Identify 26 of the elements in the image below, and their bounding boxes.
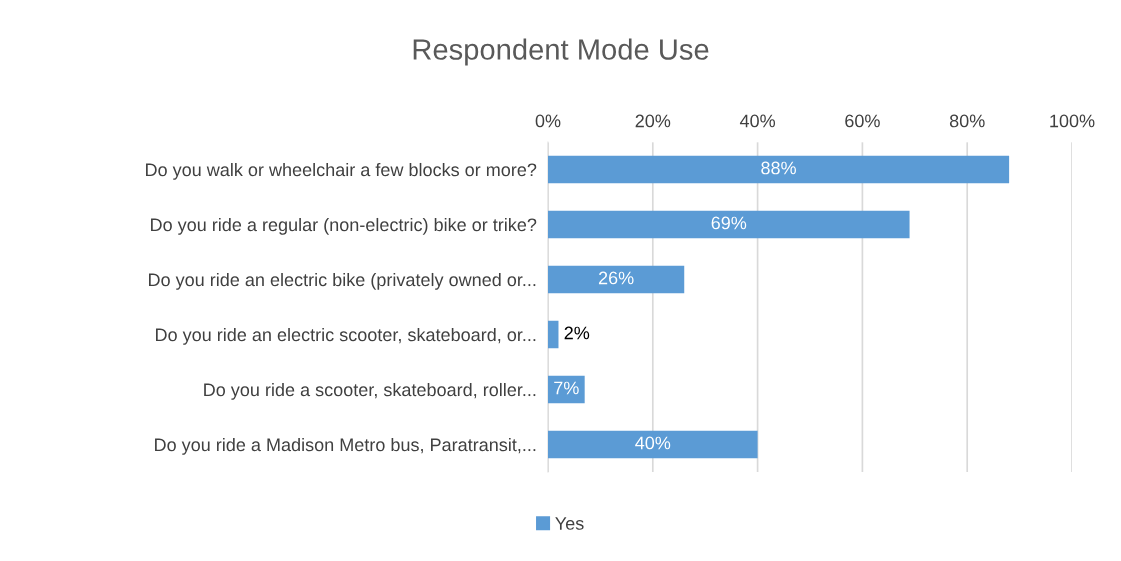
y-tick-label: Do you ride a Madison Metro bus, Paratransit,... xyxy=(155,437,536,455)
x-tick-label: 80% xyxy=(949,114,985,128)
data-label: 2% xyxy=(564,326,590,340)
bar xyxy=(548,265,685,294)
y-tick-label: Do you ride a scooter, skateboard, roller... xyxy=(204,382,536,400)
y-tick-label: Do you ride a regular (non-electric) bike or trike? xyxy=(151,217,537,235)
chart-title: Respondent Mode Use xyxy=(413,38,709,66)
x-tick-label: 0% xyxy=(535,114,561,128)
data-label: 7% xyxy=(554,381,579,395)
x-tick-label: 40% xyxy=(739,114,776,128)
y-tick-label: Do you ride an electric bike (privately owned or... xyxy=(149,272,536,290)
x-tick-label: 60% xyxy=(845,114,880,128)
bar xyxy=(548,430,758,459)
y-tick-label: Do you ride an electric scooter, skateboard, or... xyxy=(156,327,536,345)
data-label: 40% xyxy=(635,436,671,450)
x-tick-label: 20% xyxy=(635,114,671,128)
bar xyxy=(548,155,1010,184)
bar xyxy=(548,375,585,404)
bar xyxy=(548,320,559,349)
x-tick-label: 100% xyxy=(1050,114,1095,128)
data-label: 26% xyxy=(598,271,634,285)
legend-label: Yes xyxy=(555,517,584,530)
data-label: 69% xyxy=(711,216,747,230)
data-label: 88% xyxy=(761,161,796,175)
y-tick-label: Do you walk or wheelchair a few blocks or more? xyxy=(146,162,537,180)
bar xyxy=(548,210,910,239)
